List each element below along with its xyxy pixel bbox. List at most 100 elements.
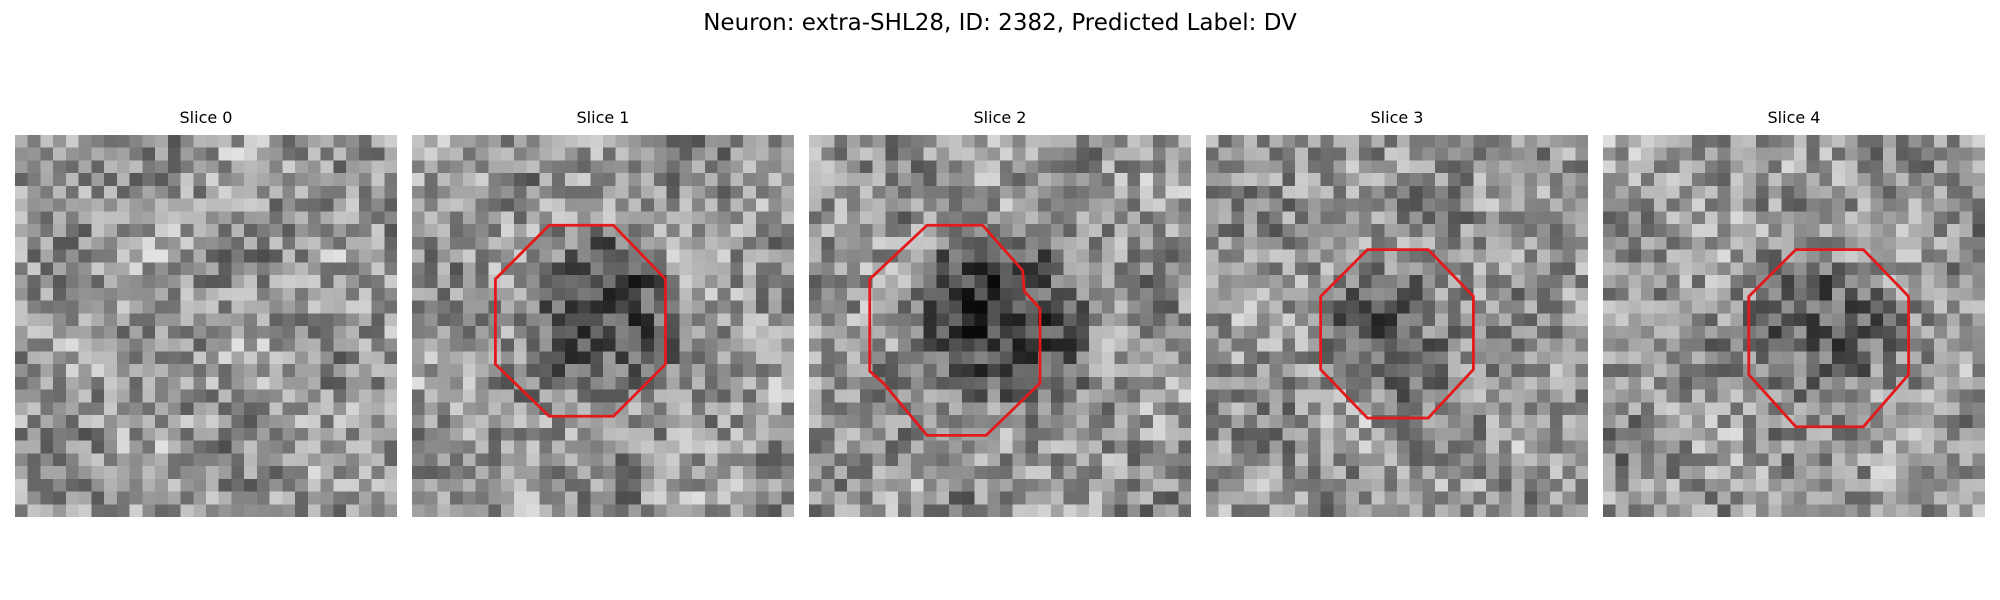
image-pixel [717, 415, 731, 429]
image-pixel [821, 364, 835, 378]
image-pixel [1768, 147, 1782, 161]
image-pixel [1806, 326, 1820, 339]
image-pixel [1628, 478, 1642, 492]
image-pixel [1089, 147, 1103, 161]
image-pixel [15, 504, 28, 517]
image-pixel [1959, 440, 1973, 454]
image-pixel [603, 211, 616, 225]
image-pixel [206, 415, 219, 429]
image-pixel [1615, 262, 1629, 276]
image-pixel [1178, 262, 1191, 276]
image-pixel [1152, 198, 1166, 212]
image-pixel [269, 440, 283, 454]
image-pixel [1844, 427, 1858, 441]
image-pixel [1127, 402, 1141, 416]
image-pixel [1537, 427, 1551, 441]
image-pixel [1409, 287, 1423, 301]
image-pixel [1679, 160, 1693, 174]
image-pixel [615, 287, 629, 301]
image-pixel [1730, 389, 1744, 403]
image-pixel [781, 478, 794, 492]
image-pixel [333, 135, 347, 148]
image-pixel [1575, 415, 1588, 429]
image-pixel [488, 135, 502, 148]
image-pixel [295, 415, 309, 429]
image-pixel [1244, 402, 1258, 416]
image-pixel [577, 185, 591, 199]
image-pixel [1895, 224, 1909, 238]
image-pixel [1127, 415, 1141, 429]
image-pixel [1358, 147, 1372, 161]
image-pixel [1256, 466, 1270, 480]
image-pixel [15, 135, 28, 148]
image-pixel [218, 466, 232, 480]
image-pixel [1050, 427, 1064, 441]
image-pixel [450, 326, 464, 339]
image-pixel [1603, 249, 1616, 263]
image-pixel [1946, 275, 1960, 289]
image-pixel [653, 440, 667, 454]
image-pixel [1422, 147, 1436, 161]
image-pixel [1946, 466, 1960, 480]
image-pixel [1794, 415, 1807, 429]
image-pixel [15, 147, 28, 161]
image-pixel [590, 275, 604, 289]
image-pixel [424, 135, 438, 148]
image-pixel [1946, 491, 1960, 505]
image-pixel [1206, 351, 1219, 365]
image-pixel [1346, 275, 1360, 289]
image-pixel [1206, 173, 1219, 187]
image-pixel [1959, 224, 1973, 238]
image-pixel [384, 364, 397, 378]
image-pixel [167, 224, 181, 238]
image-pixel [768, 300, 782, 314]
image-pixel [910, 453, 924, 467]
image-pixel [513, 300, 527, 314]
image-pixel [1000, 364, 1013, 378]
image-pixel [218, 224, 232, 238]
image-pixel [974, 275, 988, 289]
image-pixel [1460, 415, 1474, 429]
image-pixel [936, 504, 950, 517]
image-pixel [1549, 249, 1563, 263]
image-pixel [1127, 160, 1141, 174]
image-pixel [462, 160, 476, 174]
image-pixel [501, 351, 515, 365]
image-pixel [1025, 147, 1039, 161]
image-pixel [78, 415, 92, 429]
image-pixel [475, 415, 489, 429]
image-pixel [1206, 287, 1219, 301]
image-pixel [1870, 300, 1884, 314]
image-pixel [371, 198, 385, 212]
image-pixel [1025, 427, 1039, 441]
image-pixel [53, 262, 67, 276]
image-pixel [1256, 504, 1270, 517]
image-pixel [936, 338, 950, 352]
image-pixel [231, 389, 245, 403]
image-pixel [1781, 338, 1795, 352]
image-pixel [1628, 427, 1642, 441]
image-pixel [307, 249, 321, 263]
image-pixel [1692, 466, 1706, 480]
image-pixel [167, 466, 181, 480]
image-pixel [1127, 211, 1141, 225]
image-pixel [424, 364, 438, 378]
image-pixel [155, 236, 169, 250]
image-pixel [603, 313, 616, 327]
image-pixel [564, 326, 578, 339]
image-pixel [116, 198, 130, 212]
image-pixel [1409, 351, 1423, 365]
image-pixel [1076, 364, 1090, 378]
image-pixel [27, 351, 41, 365]
image-pixel [206, 198, 219, 212]
image-pixel [218, 249, 232, 263]
image-pixel [1575, 427, 1588, 441]
image-pixel [501, 275, 515, 289]
image-pixel [295, 147, 309, 161]
image-pixel [65, 275, 79, 289]
image-pixel [1755, 338, 1769, 352]
image-pixel [1140, 173, 1154, 187]
image-pixel [1603, 491, 1616, 505]
image-pixel [65, 440, 79, 454]
image-pixel [809, 376, 822, 390]
